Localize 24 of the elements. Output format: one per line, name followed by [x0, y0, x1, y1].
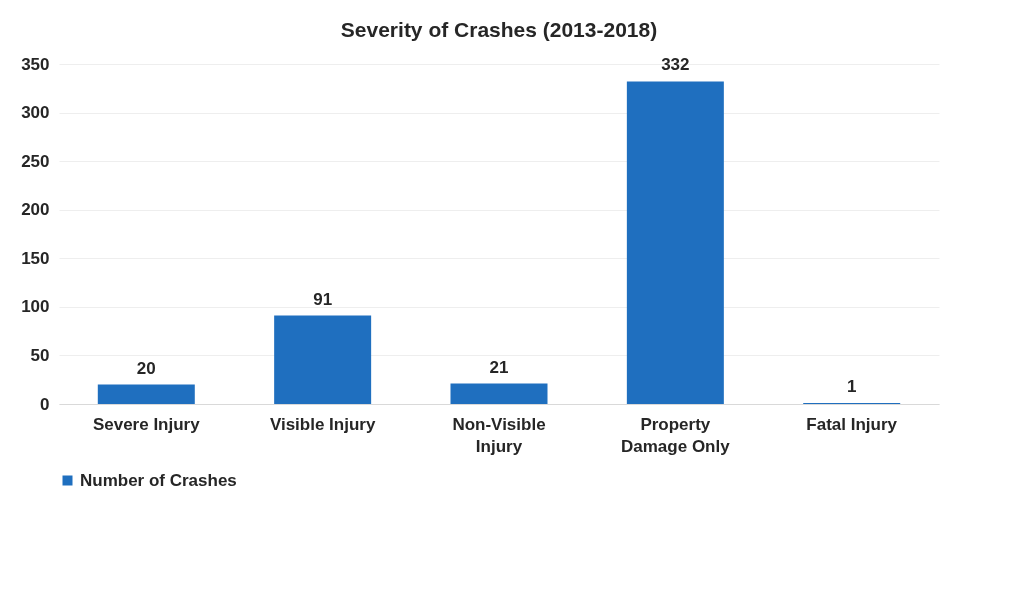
- bar: [274, 315, 372, 404]
- legend-label: Number of Crashes: [80, 470, 237, 490]
- y-tick-label: 0: [40, 394, 50, 414]
- x-tick-label: Visible Injury: [269, 414, 376, 434]
- data-label: 1: [846, 377, 857, 397]
- data-label: 91: [313, 289, 333, 309]
- y-tick-label: 300: [21, 103, 50, 123]
- data-label: 20: [136, 358, 156, 378]
- y-tick-label: 150: [21, 248, 50, 268]
- y-tick-label: 200: [21, 200, 50, 220]
- data-label: 332: [661, 55, 690, 75]
- y-tick-label: 50: [30, 345, 50, 365]
- x-tick-label: Severe Injury: [92, 414, 201, 434]
- data-label: 21: [489, 357, 509, 377]
- y-tick-label: 350: [21, 54, 50, 74]
- x-tick-label: Property Damage Only: [621, 414, 731, 456]
- chart-title: Severity of Crashes (2013-2018): [340, 18, 658, 41]
- bar: [450, 383, 548, 404]
- bar: [626, 81, 724, 404]
- y-tick-label: 250: [21, 151, 50, 171]
- y-tick-label: 100: [21, 297, 50, 317]
- x-tick-label: Non-Visible Injury: [452, 414, 546, 456]
- bar: [97, 384, 195, 404]
- x-tick-label: Fatal Injury: [806, 414, 898, 434]
